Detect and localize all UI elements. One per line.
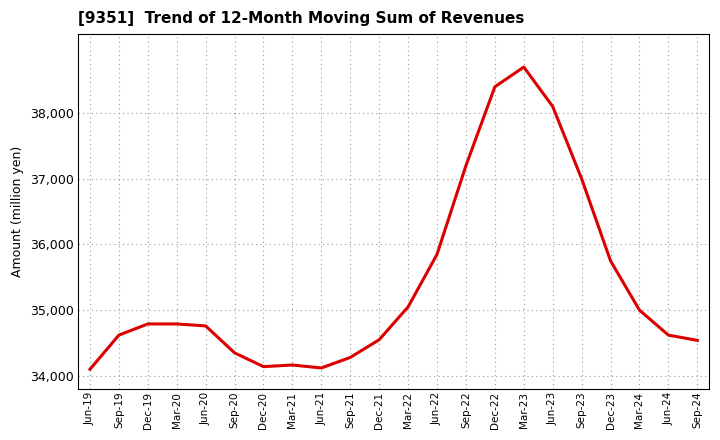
Y-axis label: Amount (million yen): Amount (million yen) <box>11 146 24 277</box>
Text: [9351]  Trend of 12-Month Moving Sum of Revenues: [9351] Trend of 12-Month Moving Sum of R… <box>78 11 525 26</box>
